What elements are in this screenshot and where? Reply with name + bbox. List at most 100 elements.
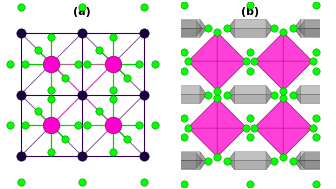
Polygon shape xyxy=(294,152,336,161)
Polygon shape xyxy=(228,94,273,104)
Point xyxy=(181,51,187,54)
Polygon shape xyxy=(298,20,336,28)
Point xyxy=(252,60,257,63)
Polygon shape xyxy=(162,152,168,170)
Point xyxy=(152,124,158,127)
Point xyxy=(314,117,319,120)
Polygon shape xyxy=(200,85,207,104)
Point xyxy=(248,117,253,120)
Point xyxy=(181,135,187,138)
Point xyxy=(181,69,187,72)
Polygon shape xyxy=(163,153,202,161)
Point xyxy=(314,69,319,72)
Polygon shape xyxy=(162,152,207,161)
Point xyxy=(111,124,116,127)
Polygon shape xyxy=(294,19,301,37)
Point xyxy=(23,62,28,65)
Point xyxy=(49,36,54,39)
Point xyxy=(49,62,54,65)
Point xyxy=(224,27,229,30)
Point xyxy=(281,89,286,92)
Text: (a): (a) xyxy=(74,7,91,17)
Point xyxy=(248,69,253,72)
Point xyxy=(215,31,220,34)
Point xyxy=(248,51,253,54)
Point xyxy=(141,155,147,158)
Point xyxy=(310,126,315,129)
Point xyxy=(290,159,295,162)
Polygon shape xyxy=(266,19,273,37)
Point xyxy=(248,135,253,138)
Point xyxy=(310,60,315,63)
Point xyxy=(49,98,54,101)
Point xyxy=(75,62,80,65)
Point xyxy=(141,93,147,96)
Point xyxy=(111,88,116,91)
Point xyxy=(97,48,102,51)
Point xyxy=(80,93,85,96)
Polygon shape xyxy=(162,94,207,104)
Polygon shape xyxy=(332,20,336,36)
Polygon shape xyxy=(228,152,235,170)
Polygon shape xyxy=(332,19,336,37)
Point xyxy=(7,124,12,127)
Polygon shape xyxy=(228,28,273,37)
Point xyxy=(290,27,295,30)
Polygon shape xyxy=(254,32,312,91)
Polygon shape xyxy=(294,85,301,104)
Polygon shape xyxy=(196,153,202,169)
Polygon shape xyxy=(228,19,273,28)
Point xyxy=(252,126,257,129)
Point xyxy=(80,155,85,158)
Polygon shape xyxy=(163,20,202,28)
Text: (b): (b) xyxy=(241,7,259,17)
Polygon shape xyxy=(163,153,169,169)
Point xyxy=(141,31,147,34)
Point xyxy=(215,97,220,100)
Point xyxy=(181,117,187,120)
Polygon shape xyxy=(163,28,202,36)
Polygon shape xyxy=(228,161,273,170)
Polygon shape xyxy=(162,19,207,28)
Point xyxy=(137,124,142,127)
Point xyxy=(281,155,286,158)
Polygon shape xyxy=(163,161,202,169)
Point xyxy=(215,89,220,92)
Point xyxy=(181,183,187,186)
Point xyxy=(80,181,85,184)
Polygon shape xyxy=(228,85,273,94)
Point xyxy=(18,93,23,96)
Polygon shape xyxy=(228,19,235,37)
Point xyxy=(49,150,54,153)
Polygon shape xyxy=(298,153,304,169)
Point xyxy=(244,126,249,129)
Polygon shape xyxy=(332,152,336,170)
Point xyxy=(248,3,253,6)
Polygon shape xyxy=(298,161,336,169)
Point xyxy=(97,110,102,113)
Point xyxy=(18,31,23,34)
Point xyxy=(80,31,85,34)
Polygon shape xyxy=(294,161,336,170)
Polygon shape xyxy=(188,32,246,91)
Polygon shape xyxy=(162,161,207,170)
Point xyxy=(224,159,229,162)
Point xyxy=(111,150,116,153)
Polygon shape xyxy=(228,152,273,161)
Point xyxy=(75,124,80,127)
Point xyxy=(84,62,90,65)
Point xyxy=(124,138,130,141)
Point xyxy=(35,110,40,113)
Point xyxy=(62,138,68,141)
Point xyxy=(137,62,142,65)
Point xyxy=(111,36,116,39)
Point xyxy=(314,3,319,6)
Point xyxy=(141,5,147,8)
Point xyxy=(248,183,253,186)
Point xyxy=(290,93,295,96)
Polygon shape xyxy=(162,19,168,37)
Point xyxy=(111,98,116,101)
Point xyxy=(314,51,319,54)
Point xyxy=(49,124,54,127)
Polygon shape xyxy=(294,28,336,37)
